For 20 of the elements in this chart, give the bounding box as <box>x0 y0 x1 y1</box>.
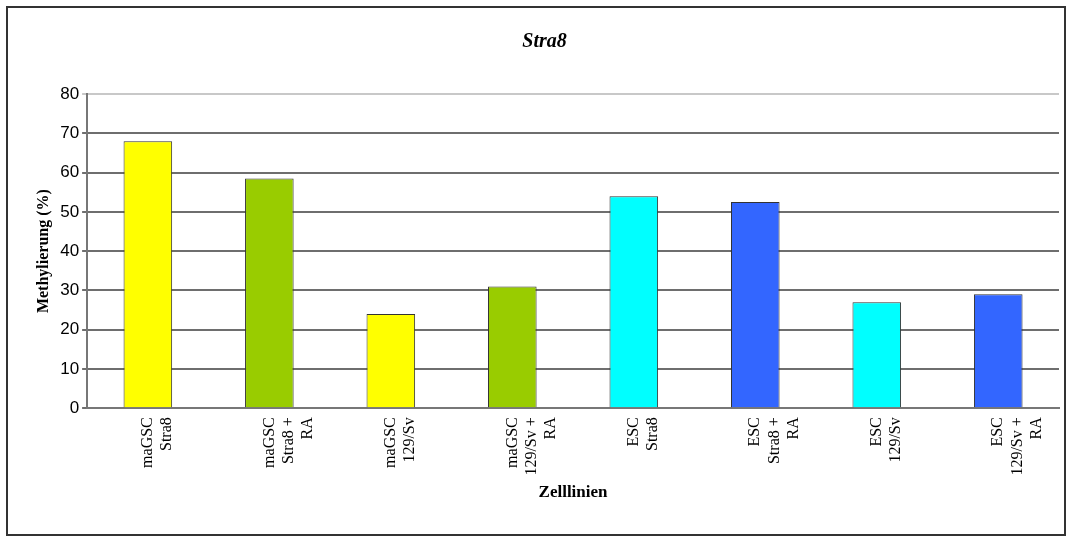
x-tick-label: maGSC Stra8 + RA <box>259 416 315 468</box>
y-tick-label: 40 <box>60 240 80 260</box>
x-tick-label: maGSC 129/Sv + RA <box>502 416 558 476</box>
y-tick-label: 20 <box>60 319 80 339</box>
y-tick-label: 60 <box>60 162 80 182</box>
chart-title: Stra8 <box>522 29 567 52</box>
x-tick-label: ESC 129/Sv + RA <box>988 416 1044 476</box>
x-tick-label: maGSC 129/Sv <box>381 417 418 468</box>
x-axis-title: Zelllinien <box>538 482 609 502</box>
y-tick-label: 10 <box>60 358 80 378</box>
x-tick-label: ESC Stra8 <box>624 417 661 452</box>
y-axis-title: Methylierung (%) <box>33 189 52 314</box>
y-tick-label: 70 <box>60 122 80 142</box>
x-tick-label: maGSC Stra8 <box>138 417 175 468</box>
x-tick-label: ESC Stra8 + RA <box>745 416 801 465</box>
y-tick-label: 80 <box>60 83 80 103</box>
y-tick-label: 50 <box>60 201 80 221</box>
y-tick-label: 30 <box>60 280 80 300</box>
x-tick-label: ESC 129/Sv <box>866 417 904 463</box>
y-tick-label: 0 <box>69 397 80 417</box>
